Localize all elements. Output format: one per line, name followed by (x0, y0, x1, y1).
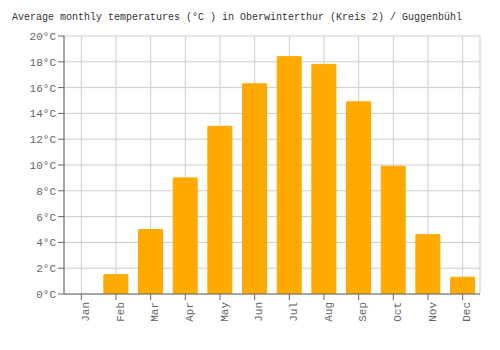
svg-text:10°C: 10°C (30, 160, 57, 172)
svg-text:Feb: Feb (115, 302, 127, 322)
svg-text:Sep: Sep (357, 302, 369, 322)
svg-text:Oct: Oct (392, 302, 404, 322)
svg-text:6°C: 6°C (36, 212, 56, 224)
svg-text:16°C: 16°C (30, 83, 57, 95)
svg-text:8°C: 8°C (36, 186, 56, 198)
svg-text:Aug: Aug (323, 302, 335, 322)
svg-text:2°C: 2°C (36, 263, 56, 275)
svg-text:Nov: Nov (427, 302, 439, 322)
html-text:Average monthly temperatures (: Average monthly temperatures (°C ) in Ob… (12, 12, 463, 23)
svg-text:Apr: Apr (184, 302, 196, 322)
svg-text:Jan: Jan (80, 302, 92, 322)
svg-text:Jul: Jul (288, 302, 300, 322)
svg-text:May: May (219, 302, 231, 322)
svg-text:Jun: Jun (253, 302, 265, 322)
svg-text:Dec: Dec (461, 302, 473, 322)
svg-text:20°C: 20°C (30, 31, 57, 43)
svg-text:18°C: 18°C (30, 57, 57, 69)
svg-text:12°C: 12°C (30, 134, 57, 146)
svg-text:0°C: 0°C (36, 289, 56, 301)
svg-text:14°C: 14°C (30, 108, 57, 120)
svg-text:4°C: 4°C (36, 237, 56, 249)
svg-text:Mar: Mar (149, 302, 161, 322)
